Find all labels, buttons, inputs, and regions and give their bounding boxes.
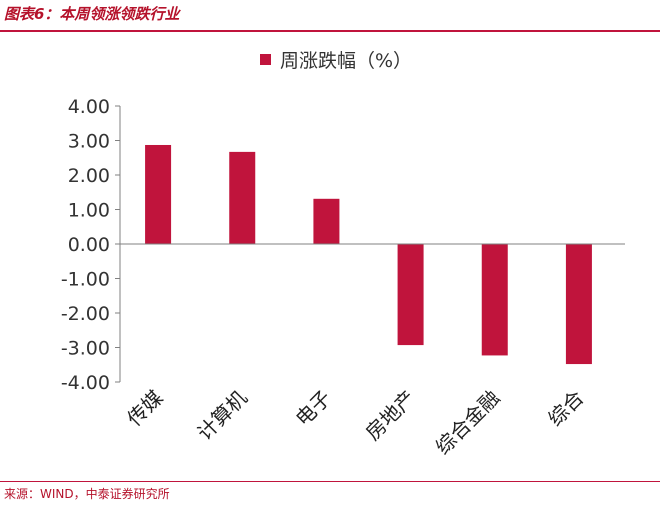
x-category-label: 房地产 xyxy=(361,386,420,445)
bar-3 xyxy=(313,198,340,244)
y-tick-label: -3.00 xyxy=(61,338,110,360)
bar-6 xyxy=(565,244,592,365)
y-axis-ticks: 4.00 3.00 2.00 1.00 0.00 -1.00 -2.00 -3.00 -4.00 xyxy=(61,96,120,394)
title-divider xyxy=(0,30,660,32)
bars xyxy=(145,144,592,365)
x-category-label: 综合 xyxy=(543,386,588,431)
bar-chart: 周涨跌幅（%） 4.00 3.00 2.00 1.00 0.00 -1.00 -2.00 -3… xyxy=(61,50,625,460)
y-tick-label: -2.00 xyxy=(61,303,110,325)
x-axis-categories: 传媒 计算机 电子 房地产 综合金融 综合 xyxy=(122,386,588,460)
x-category-label: 传媒 xyxy=(122,386,167,431)
bar-1 xyxy=(145,144,172,244)
bar-2 xyxy=(229,151,256,244)
figure-title: 图表6：本周领涨领跌行业 xyxy=(4,5,180,23)
chart-legend: 周涨跌幅（%） xyxy=(260,50,412,72)
x-category-label: 计算机 xyxy=(192,386,251,445)
y-tick-label: 1.00 xyxy=(68,200,110,222)
x-category-label: 电子 xyxy=(291,386,336,431)
y-tick-label: 2.00 xyxy=(68,165,110,187)
y-tick-label: 0.00 xyxy=(68,234,110,256)
source-note: 来源：WIND，中泰证券研究所 xyxy=(4,487,170,501)
source-divider xyxy=(0,481,660,482)
bar-4 xyxy=(397,244,424,346)
legend-label: 周涨跌幅（%） xyxy=(280,50,412,72)
y-tick-label: -4.00 xyxy=(61,372,110,394)
x-category-label: 综合金融 xyxy=(431,386,505,460)
y-tick-label: 4.00 xyxy=(68,96,110,118)
bar-5 xyxy=(481,244,508,356)
legend-swatch xyxy=(260,54,271,65)
y-tick-label: 3.00 xyxy=(68,131,110,153)
y-tick-label: -1.00 xyxy=(61,269,110,291)
